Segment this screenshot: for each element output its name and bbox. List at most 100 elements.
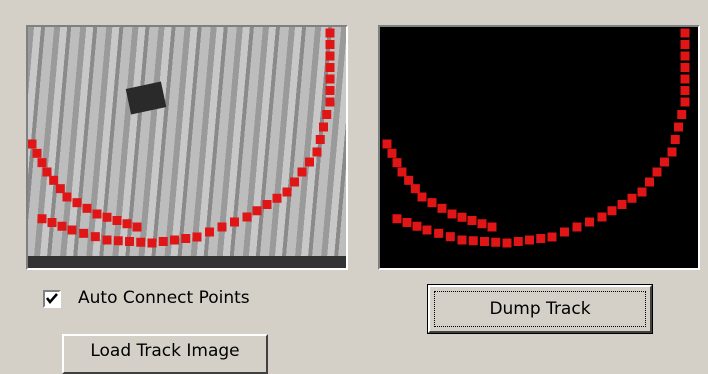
track-point	[83, 204, 92, 213]
dump-track-button[interactable]: Dump Track	[428, 285, 652, 333]
track-point	[136, 238, 145, 247]
track-overlay	[380, 27, 698, 268]
track-point	[73, 198, 82, 207]
track-point	[681, 86, 690, 95]
track-point	[91, 232, 100, 241]
track-point	[514, 237, 523, 246]
track-point	[681, 52, 690, 61]
track-point	[243, 213, 252, 222]
track-point	[193, 233, 202, 242]
track-point	[681, 29, 690, 38]
checkbox[interactable]	[43, 290, 61, 308]
track-point	[170, 236, 179, 245]
track-point	[428, 198, 437, 207]
track-point	[478, 219, 487, 228]
track-point	[423, 226, 432, 235]
track-point	[326, 98, 335, 107]
track-point	[305, 158, 314, 167]
track-point	[671, 135, 680, 144]
track-point	[488, 223, 497, 232]
edge	[28, 256, 346, 268]
track-point	[681, 98, 690, 107]
track-point	[326, 86, 335, 95]
track-point	[326, 40, 335, 49]
track-point	[125, 237, 134, 246]
track-point	[58, 222, 67, 231]
track-point	[326, 52, 335, 61]
track-point	[383, 140, 392, 149]
track-point	[468, 216, 477, 225]
track-point	[674, 123, 683, 132]
track-point	[218, 223, 227, 232]
track-point	[525, 236, 534, 245]
track-point	[503, 239, 512, 248]
window: Auto Connect Points Dump Track Load Trac…	[0, 0, 708, 356]
load-track-button[interactable]: Load Track Image	[62, 334, 268, 374]
track-point	[573, 223, 582, 232]
track-point	[628, 194, 637, 203]
track-point	[43, 168, 52, 177]
track-point	[49, 176, 58, 185]
track-point	[653, 168, 662, 177]
track-point	[205, 228, 214, 237]
track-point	[93, 210, 102, 219]
track-point	[290, 178, 299, 187]
track-point	[585, 218, 594, 227]
track-point	[398, 168, 407, 177]
track-point	[48, 218, 57, 227]
track-point	[38, 158, 47, 167]
track-point	[681, 75, 690, 84]
track-point	[403, 218, 412, 227]
track-point	[411, 184, 420, 193]
track-point	[159, 237, 168, 246]
track-point	[458, 213, 467, 222]
track-point	[283, 188, 292, 197]
track-point	[404, 176, 413, 185]
track-point	[322, 110, 331, 119]
track-point	[123, 219, 132, 228]
track-point	[298, 168, 307, 177]
track-point	[469, 236, 478, 245]
track-point	[68, 226, 77, 235]
track-point	[413, 222, 422, 231]
track-point	[113, 216, 122, 225]
track-point	[536, 234, 545, 243]
track-point	[434, 229, 443, 238]
track-point	[273, 194, 282, 203]
track-point	[598, 213, 607, 222]
track-point	[681, 40, 690, 49]
track-point	[326, 75, 335, 84]
object	[126, 82, 167, 115]
checkbox-label[interactable]: Auto Connect Points	[78, 288, 250, 308]
track-point	[103, 213, 112, 222]
check-mark	[46, 293, 58, 305]
track-point	[446, 232, 455, 241]
track-point	[326, 29, 335, 38]
track-point	[319, 123, 328, 132]
track-point	[103, 236, 112, 245]
track-point	[38, 214, 47, 223]
track-point	[560, 228, 569, 237]
track-point	[181, 234, 190, 243]
track-point	[608, 206, 617, 215]
track-point	[230, 218, 239, 227]
track-point	[393, 214, 402, 223]
track-overlay	[28, 27, 346, 268]
track-point	[677, 110, 686, 119]
track-view	[378, 25, 700, 270]
track-point	[645, 178, 654, 187]
track-point	[638, 188, 647, 197]
track-point	[448, 210, 457, 219]
track-point	[480, 237, 489, 246]
button-label: Load Track Image	[90, 341, 239, 361]
track-point	[548, 233, 557, 242]
track-point	[668, 148, 677, 157]
track-point	[618, 200, 627, 209]
track-point	[253, 206, 262, 215]
track-point	[491, 238, 500, 247]
track-point	[438, 204, 447, 213]
track-point	[393, 158, 402, 167]
track-point	[114, 236, 123, 245]
track-point	[313, 148, 322, 157]
track-point	[316, 135, 325, 144]
